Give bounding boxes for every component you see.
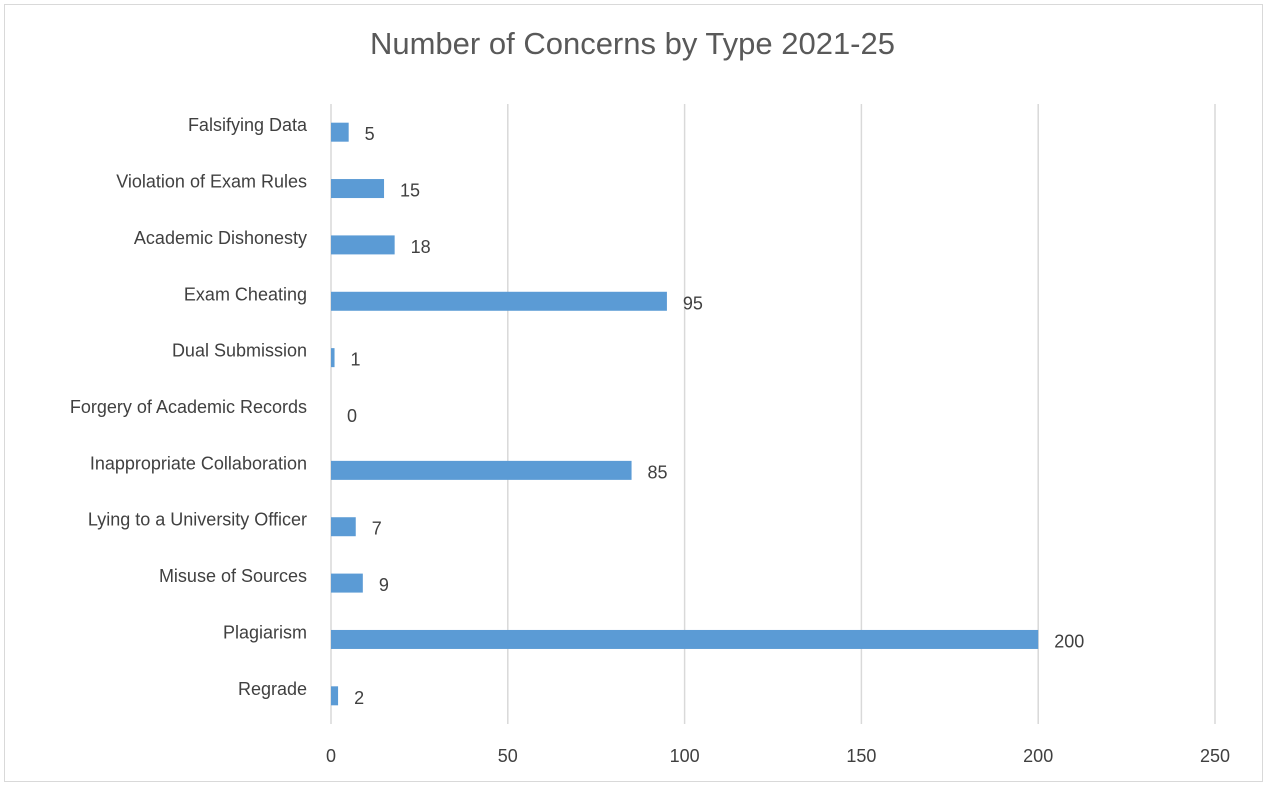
bar (331, 122, 349, 142)
category-label: Falsifying Data (188, 115, 308, 135)
bar (331, 460, 632, 480)
category-label: Regrade (238, 679, 307, 699)
data-label: 9 (379, 575, 389, 595)
category-labels: Falsifying Data Violation of Exam Rules Ac… (70, 115, 308, 699)
data-label: 15 (400, 181, 420, 201)
x-tick-label: 100 (670, 746, 700, 766)
bar (331, 291, 667, 311)
gridlines (507, 104, 1216, 724)
data-label: 200 (1054, 631, 1084, 651)
bar (331, 573, 363, 593)
x-tick-label: 200 (1023, 746, 1053, 766)
bars (331, 122, 1039, 706)
bar (331, 179, 385, 199)
chart-frame (4, 4, 1263, 782)
bar (331, 348, 335, 368)
category-label: Plagiarism (223, 622, 307, 642)
category-label: Forgery of Academic Records (70, 397, 307, 417)
bar (331, 686, 339, 706)
x-tick-labels: 0 50 100 150 200 250 (326, 746, 1230, 766)
data-label: 95 (683, 293, 703, 313)
category-label: Violation of Exam Rules (116, 172, 307, 192)
chart-title: Number of Concerns by Type 2021-25 (369, 26, 895, 61)
data-labels: 5 15 18 95 1 0 85 7 9 200 2 (347, 124, 1084, 708)
x-tick-label: 250 (1200, 746, 1230, 766)
category-label: Inappropriate Collaboration (90, 453, 307, 473)
x-tick-label: 50 (498, 746, 518, 766)
data-label: 1 (351, 350, 361, 370)
data-label: 85 (648, 462, 668, 482)
bar (331, 235, 395, 255)
x-tick-label: 0 (326, 746, 336, 766)
data-label: 0 (347, 406, 357, 426)
category-label: Misuse of Sources (159, 566, 307, 586)
category-label: Academic Dishonesty (134, 228, 307, 248)
data-label: 7 (372, 519, 382, 539)
bar (331, 629, 1039, 649)
category-label: Exam Cheating (184, 284, 307, 304)
category-label: Lying to a University Officer (88, 510, 307, 530)
data-label: 18 (411, 237, 431, 257)
x-tick-label: 150 (846, 746, 876, 766)
category-label: Dual Submission (172, 341, 307, 361)
bar (331, 517, 356, 537)
data-label: 5 (365, 124, 375, 144)
data-label: 2 (354, 688, 364, 708)
